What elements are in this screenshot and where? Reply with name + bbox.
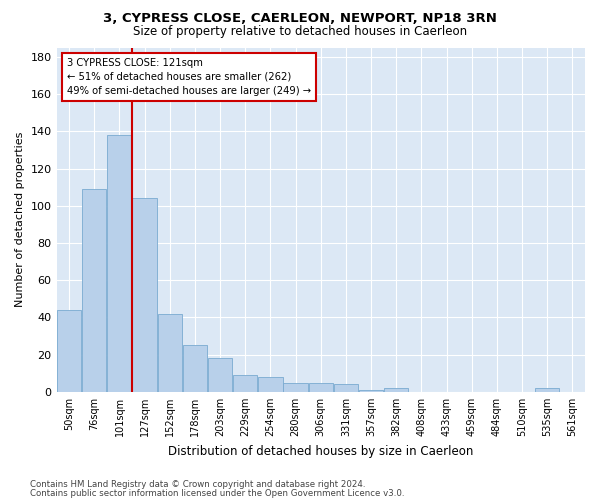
Bar bbox=[107, 135, 131, 392]
Bar bbox=[82, 189, 106, 392]
Text: Contains HM Land Registry data © Crown copyright and database right 2024.: Contains HM Land Registry data © Crown c… bbox=[30, 480, 365, 489]
Bar bbox=[133, 198, 157, 392]
Bar bbox=[283, 382, 308, 392]
X-axis label: Distribution of detached houses by size in Caerleon: Distribution of detached houses by size … bbox=[168, 444, 473, 458]
Bar bbox=[183, 346, 207, 392]
Y-axis label: Number of detached properties: Number of detached properties bbox=[15, 132, 25, 308]
Bar bbox=[233, 375, 257, 392]
Bar bbox=[57, 310, 82, 392]
Bar bbox=[334, 384, 358, 392]
Bar bbox=[308, 382, 333, 392]
Text: Size of property relative to detached houses in Caerleon: Size of property relative to detached ho… bbox=[133, 24, 467, 38]
Bar bbox=[258, 377, 283, 392]
Bar bbox=[384, 388, 409, 392]
Text: 3, CYPRESS CLOSE, CAERLEON, NEWPORT, NP18 3RN: 3, CYPRESS CLOSE, CAERLEON, NEWPORT, NP1… bbox=[103, 12, 497, 26]
Bar bbox=[158, 314, 182, 392]
Bar bbox=[208, 358, 232, 392]
Text: Contains public sector information licensed under the Open Government Licence v3: Contains public sector information licen… bbox=[30, 488, 404, 498]
Text: 3 CYPRESS CLOSE: 121sqm
← 51% of detached houses are smaller (262)
49% of semi-d: 3 CYPRESS CLOSE: 121sqm ← 51% of detache… bbox=[67, 58, 311, 96]
Bar bbox=[359, 390, 383, 392]
Bar bbox=[535, 388, 559, 392]
